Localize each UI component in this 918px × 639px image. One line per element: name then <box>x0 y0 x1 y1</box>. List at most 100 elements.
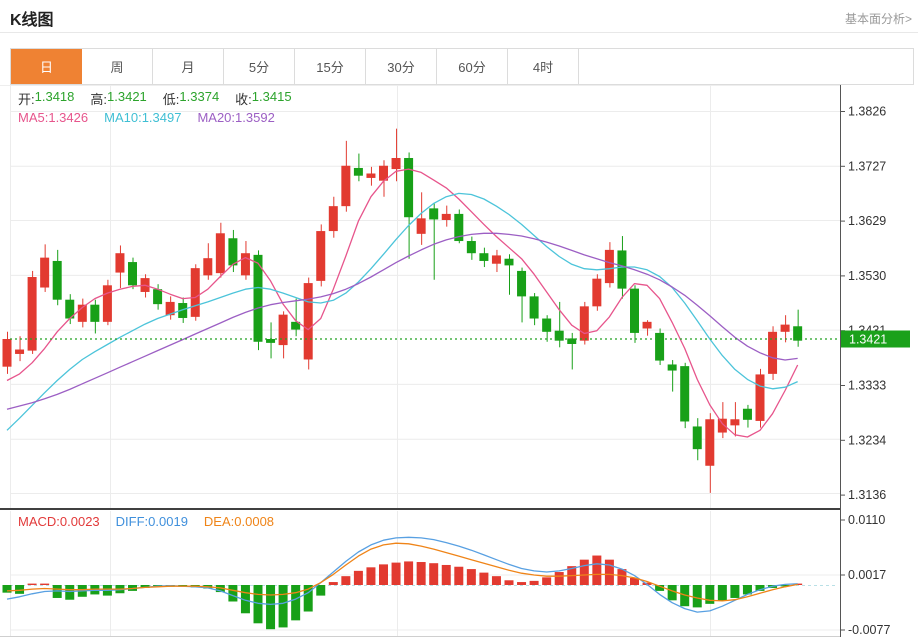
macd-bar-35 <box>441 564 451 585</box>
candle-body-37 <box>466 241 476 254</box>
candle-body-4 <box>52 260 62 300</box>
candle-body-15 <box>190 268 200 317</box>
candle-body-33 <box>416 218 426 234</box>
candle-body-30 <box>379 165 388 181</box>
tab-interval-6[interactable]: 60分 <box>437 49 508 84</box>
candle-body-8 <box>102 285 112 322</box>
kline-chart-canvas[interactable]: 1.38261.37271.36291.35301.34311.33331.32… <box>0 85 918 639</box>
macd-bar-32 <box>404 561 414 585</box>
macd-bar-1 <box>15 585 25 594</box>
macd-bar-62 <box>780 585 790 587</box>
price-tick-label-2: 1.3629 <box>848 214 886 228</box>
candle-body-21 <box>266 339 276 343</box>
macd-bar-53 <box>667 585 677 601</box>
candle-body-34 <box>429 208 439 220</box>
tab-interval-2[interactable]: 月 <box>153 49 224 84</box>
ma20-line <box>6 232 798 410</box>
candle-body-56 <box>705 419 715 466</box>
candle-body-50 <box>630 288 639 333</box>
candle-body-20 <box>253 254 263 342</box>
candle-body-52 <box>655 332 665 361</box>
candle-body-41 <box>517 270 527 297</box>
ma10-line <box>6 192 798 431</box>
macd-bar-30 <box>379 564 388 585</box>
candle-body-51 <box>642 321 652 329</box>
candle-body-12 <box>153 289 163 305</box>
candle-body-24 <box>303 283 313 360</box>
candle-body-29 <box>366 173 376 178</box>
macd-bar-58 <box>730 585 740 598</box>
price-tick-label-6: 1.3234 <box>848 433 886 447</box>
candle-body-61 <box>768 331 778 374</box>
candle-body-2 <box>27 277 37 351</box>
macd-bar-33 <box>416 562 426 585</box>
macd-bar-31 <box>391 562 401 585</box>
page-title: K线图 <box>10 12 54 29</box>
price-tick-label-7: 1.3136 <box>848 488 886 502</box>
candle-body-17 <box>215 233 225 274</box>
macd-bar-11 <box>140 585 150 588</box>
macd-macd-readout: MACD: 0.0023 <box>18 514 100 529</box>
macd-bar-47 <box>592 555 602 585</box>
current-price-tag-label: 1.3421 <box>849 333 887 347</box>
candle-body-28 <box>353 167 363 176</box>
candle-body-16 <box>203 258 213 276</box>
macd-bar-41 <box>517 582 527 585</box>
candle-body-9 <box>115 253 125 273</box>
candle-body-48 <box>604 249 614 284</box>
candle-body-58 <box>730 419 740 426</box>
tab-interval-0[interactable]: 日 <box>11 49 82 84</box>
tab-interval-1[interactable]: 周 <box>82 49 153 84</box>
macd-bar-55 <box>692 585 702 608</box>
macd-bar-50 <box>630 577 639 585</box>
macd-bar-21 <box>266 585 276 630</box>
candle-body-32 <box>404 157 414 218</box>
tab-interval-7[interactable]: 4时 <box>508 49 579 84</box>
candle-body-26 <box>328 206 338 232</box>
candle-body-27 <box>341 165 351 207</box>
macd-bar-36 <box>454 566 464 585</box>
macd-tick-label-1: 0.0017 <box>848 568 886 582</box>
candle-body-46 <box>579 306 589 341</box>
candle-body-42 <box>529 296 539 319</box>
price-tick-label-1: 1.3727 <box>848 159 886 173</box>
price-tick-label-5: 1.3333 <box>848 379 886 393</box>
interval-tab-bar: 日周月 5分 15分 30分 60分 4时 <box>10 48 914 85</box>
macd-bar-40 <box>504 580 514 585</box>
candle-body-25 <box>316 231 326 281</box>
candle-body-54 <box>680 366 690 422</box>
fundamental-analysis-link[interactable]: 基本面分析> <box>844 12 912 26</box>
candle-body-36 <box>454 213 464 242</box>
macd-bar-18 <box>228 585 238 602</box>
candle-body-1 <box>15 349 25 354</box>
candle-body-14 <box>178 303 188 318</box>
macd-bar-43 <box>542 577 552 585</box>
candle-body-49 <box>617 250 627 289</box>
ma-legend: MA5: 1.3426 MA10: 1.3497 MA20: 1.3592 <box>18 110 275 125</box>
macd-bar-60 <box>755 585 765 591</box>
candle-body-23 <box>291 321 301 330</box>
macd-bar-34 <box>429 563 439 585</box>
candle-body-43 <box>542 318 552 332</box>
macd-bar-3 <box>40 583 50 585</box>
macd-bar-27 <box>341 576 351 585</box>
macd-bar-44 <box>554 572 564 585</box>
macd-dea-readout: DEA: 0.0008 <box>203 514 275 529</box>
macd-bar-39 <box>491 576 501 585</box>
macd-bar-29 <box>366 567 376 585</box>
macd-tick-label-2: -0.0077 <box>848 623 890 637</box>
tab-interval-4[interactable]: 15分 <box>295 49 366 84</box>
candle-body-45 <box>567 338 577 344</box>
macd-bar-22 <box>278 585 288 628</box>
macd-bar-49 <box>617 569 627 585</box>
macd-bar-25 <box>316 585 326 596</box>
macd-bar-24 <box>303 585 313 612</box>
tab-interval-5[interactable]: 30分 <box>366 49 437 84</box>
candle-body-57 <box>717 418 727 433</box>
candle-body-47 <box>592 278 602 307</box>
macd-bar-26 <box>328 582 338 585</box>
tab-interval-3[interactable]: 5分 <box>224 49 295 84</box>
macd-bar-52 <box>655 585 665 591</box>
candle-body-44 <box>554 330 564 341</box>
